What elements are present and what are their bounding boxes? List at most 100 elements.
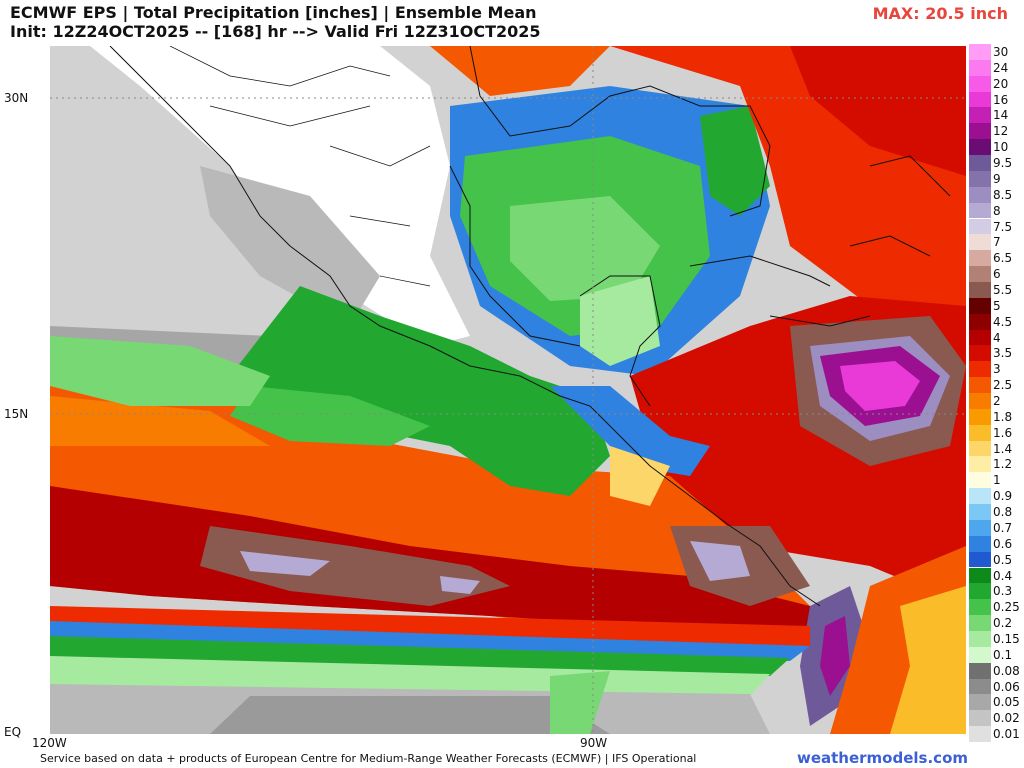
legend-label: 5 (993, 298, 1001, 313)
legend-row: 0.1 (969, 646, 1024, 663)
legend-swatch (969, 107, 991, 124)
yucatan-light-green-region (580, 276, 660, 366)
legend-row: 6 (969, 266, 1024, 282)
legend-label: 1.6 (993, 425, 1013, 440)
legend-label: 1.2 (993, 457, 1013, 472)
itcz-lavender-spot-2 (440, 576, 480, 594)
legend-swatch (969, 123, 991, 140)
legend-row: 4 (969, 329, 1024, 346)
legend-label: 20 (993, 76, 1009, 91)
legend-swatch (969, 75, 991, 92)
legend-row: 0.8 (969, 504, 1024, 520)
legend-label: 0.1 (993, 647, 1013, 662)
legend-row: 0.3 (969, 583, 1024, 600)
brand-link[interactable]: weathermodels.com (796, 749, 968, 767)
legend-swatch (969, 424, 991, 441)
legend-row: 30 (969, 44, 1024, 60)
border-lines (169, 46, 431, 287)
legend-swatch (969, 345, 991, 362)
legend-label: 24 (993, 60, 1009, 75)
legend-row: 2.5 (969, 377, 1024, 393)
florida-green-region (700, 106, 770, 216)
legend-row: 24 (969, 59, 1024, 76)
legend-label: 8.5 (993, 187, 1013, 202)
legend-label: 0.06 (993, 679, 1020, 694)
legend-label: 7 (993, 235, 1001, 250)
legend-swatch (969, 202, 991, 219)
legend-row: 0.08 (969, 662, 1024, 679)
legend-swatch (969, 408, 991, 425)
legend-label: 2 (993, 394, 1001, 408)
legend-swatch (969, 218, 991, 235)
legend-swatch (969, 297, 991, 314)
legend-label: 1.4 (993, 441, 1013, 456)
max-value-label: MAX: 20.5 inch (872, 4, 1008, 23)
legend-swatch (969, 361, 991, 378)
itcz-west-orange (50, 396, 270, 446)
coastline-lines (109, 46, 951, 607)
legend-swatch (969, 377, 991, 393)
legend-row: 20 (969, 75, 1024, 92)
legend-row: 0.4 (969, 567, 1024, 584)
legend-label: 0.02 (993, 711, 1020, 726)
legend-label: 14 (993, 108, 1009, 123)
itcz-brown-band (200, 526, 510, 606)
pacific-light-green-region (50, 336, 270, 406)
data-credit: Service based on data + products of Euro… (40, 752, 697, 765)
legend-row: 7.5 (969, 218, 1024, 235)
legend-label: 0.6 (993, 536, 1013, 551)
legend-label: 12 (993, 124, 1009, 139)
legend-row: 5 (969, 297, 1024, 314)
legend-swatch (969, 59, 991, 76)
color-legend: 30 24 20 16 14 12 10 9.5 9 8.5 8 7.5 7 6.5 6 5.5 5 4.5 4 3.… (969, 44, 1024, 742)
legend-swatch (969, 139, 991, 156)
legend-swatch (969, 266, 991, 282)
legend-swatch (969, 234, 991, 251)
central-america-green-region (230, 286, 610, 496)
legend-row: 5.5 (969, 281, 1024, 298)
legend-swatch (969, 567, 991, 584)
legend-row: 0.25 (969, 599, 1024, 616)
central-america-blue-region (550, 386, 710, 476)
legend-swatch (969, 456, 991, 473)
legend-row: 9 (969, 170, 1024, 187)
legend-label: 0.3 (993, 584, 1013, 599)
legend-row: 7 (969, 234, 1024, 251)
legend-label: 0.5 (993, 552, 1013, 567)
legend-label: 0.01 (993, 727, 1020, 742)
legend-row: 1.4 (969, 440, 1024, 457)
legend-swatch (969, 678, 991, 695)
central-america-yellow-region (610, 446, 670, 506)
colombia-magenta-region (820, 616, 850, 696)
caribbean-peak-magenta-region (840, 361, 920, 411)
panama-lavender-region (690, 541, 750, 581)
legend-label: 10 (993, 140, 1009, 155)
legend-swatch (969, 393, 991, 409)
legend-label: 0.08 (993, 663, 1020, 678)
legend-label: 30 (993, 45, 1009, 59)
legend-label: 0.15 (993, 631, 1020, 646)
legend-row: 8 (969, 202, 1024, 219)
atlantic-dark-red-region (790, 46, 966, 176)
legend-swatch (969, 551, 991, 568)
legend-swatch (969, 519, 991, 536)
legend-label: 3.5 (993, 346, 1013, 361)
legend-swatch (969, 646, 991, 663)
legend-swatch (969, 710, 991, 727)
legend-swatch (969, 615, 991, 631)
north-orange-region (430, 46, 610, 96)
legend-swatch (969, 488, 991, 505)
chart-subtitle: Init: 12Z24OCT2025 -- [168] hr --> Valid… (10, 22, 541, 41)
legend-row: 0.6 (969, 535, 1024, 552)
south-green-tongue (550, 671, 610, 734)
legend-row: 4.5 (969, 313, 1024, 330)
legend-label: 9.5 (993, 156, 1013, 171)
lon-label-120w: 120W (32, 736, 67, 750)
lat-label-15n: 15N (4, 407, 29, 421)
legend-swatch (969, 472, 991, 489)
legend-label: 7.5 (993, 219, 1013, 234)
legend-swatch (969, 281, 991, 298)
south-dark-gray-region (210, 696, 610, 734)
legend-row: 0.05 (969, 694, 1024, 711)
legend-row: 3 (969, 361, 1024, 378)
